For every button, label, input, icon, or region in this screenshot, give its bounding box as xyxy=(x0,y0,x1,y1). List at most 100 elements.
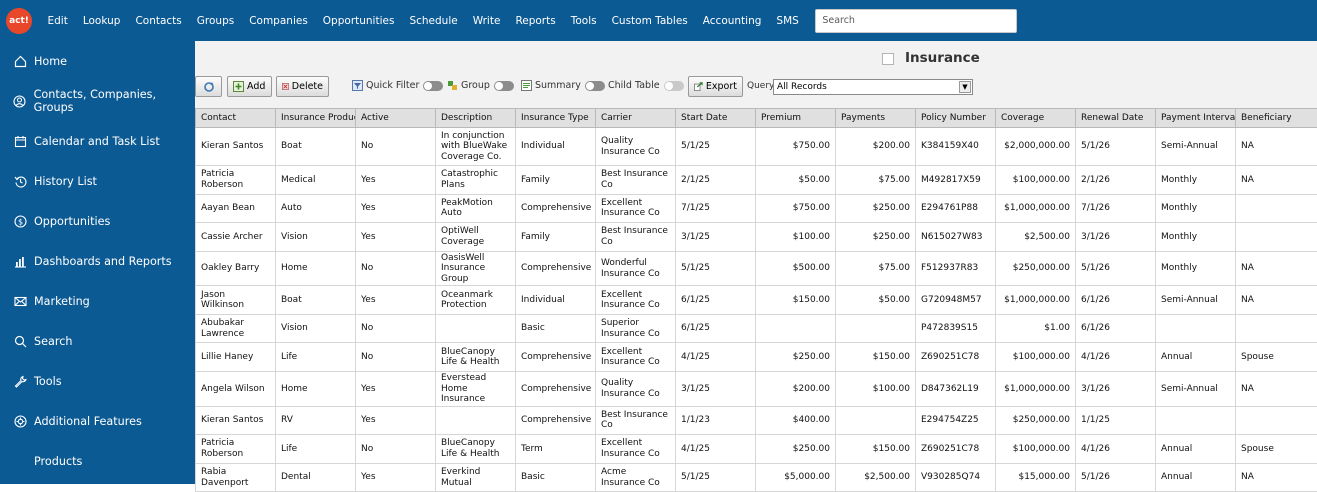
table-cell-carrier[interactable]: Quality Insurance Co xyxy=(596,372,676,407)
sidebar-item-tools[interactable]: Tools xyxy=(0,361,195,401)
delete-button[interactable]: Delete xyxy=(276,76,329,97)
table-cell-coverage[interactable]: $15,000.00 xyxy=(996,463,1076,492)
table-cell-coverage[interactable]: $100,000.00 xyxy=(996,343,1076,372)
table-cell-start-date[interactable]: 6/1/25 xyxy=(676,286,756,315)
table-cell-premium[interactable]: $750.00 xyxy=(756,194,836,223)
column-header-renewal-date[interactable]: Renewal Date xyxy=(1076,109,1156,128)
table-cell-insurance-type[interactable]: Comprehensive xyxy=(516,372,596,407)
sidebar-item-contacts-companies-groups[interactable]: Contacts, Companies, Groups xyxy=(0,81,195,121)
menu-item-sms[interactable]: SMS xyxy=(769,15,806,27)
table-cell-policy-number[interactable]: Z690251C78 xyxy=(916,435,996,464)
table-cell-active[interactable]: No xyxy=(356,128,436,166)
favorite-checkbox[interactable] xyxy=(882,53,894,65)
table-cell-insurance-product[interactable]: Boat xyxy=(276,128,356,166)
menu-item-write[interactable]: Write xyxy=(465,15,508,27)
table-cell-description[interactable]: Everstead Home Insurance xyxy=(436,372,516,407)
table-cell-carrier[interactable]: Excellent Insurance Co xyxy=(596,194,676,223)
table-cell-beneficiary[interactable]: NA xyxy=(1236,251,1317,286)
table-cell-beneficiary[interactable]: Spouse xyxy=(1236,343,1317,372)
table-cell-coverage[interactable]: $100,000.00 xyxy=(996,435,1076,464)
table-cell-insurance-type[interactable]: Family xyxy=(516,223,596,252)
table-cell-policy-number[interactable]: V930285Q74 xyxy=(916,463,996,492)
table-cell-payment-interval[interactable]: Semi-Annual xyxy=(1156,286,1236,315)
table-cell-start-date[interactable]: 2/1/25 xyxy=(676,166,756,195)
table-cell-contact[interactable]: Patricia Roberson xyxy=(196,166,276,195)
table-cell-carrier[interactable]: Best Insurance Co xyxy=(596,166,676,195)
table-cell-start-date[interactable]: 3/1/25 xyxy=(676,223,756,252)
table-cell-active[interactable]: No xyxy=(356,435,436,464)
quick-filter-switch[interactable] xyxy=(423,81,443,91)
table-cell-payment-interval[interactable]: Annual xyxy=(1156,435,1236,464)
menu-item-accounting[interactable]: Accounting xyxy=(695,15,769,27)
menu-item-companies[interactable]: Companies xyxy=(242,15,316,27)
column-header-active[interactable]: Active xyxy=(356,109,436,128)
query-select[interactable]: All Records ▼ xyxy=(773,79,973,95)
table-cell-insurance-product[interactable]: Boat xyxy=(276,286,356,315)
table-cell-payment-interval[interactable]: Semi-Annual xyxy=(1156,128,1236,166)
table-cell-payments[interactable]: $150.00 xyxy=(836,343,916,372)
table-cell-contact[interactable]: Patricia Roberson xyxy=(196,435,276,464)
table-cell-renewal-date[interactable]: 4/1/26 xyxy=(1076,435,1156,464)
table-cell-description[interactable]: Everkind Mutual xyxy=(436,463,516,492)
sidebar-item-dashboards-and-reports[interactable]: Dashboards and Reports xyxy=(0,241,195,281)
group-switch[interactable] xyxy=(494,81,514,91)
table-cell-insurance-type[interactable]: Term xyxy=(516,435,596,464)
table-cell-description[interactable]: Catastrophic Plans xyxy=(436,166,516,195)
table-cell-active[interactable]: Yes xyxy=(356,166,436,195)
sidebar-item-home[interactable]: Home xyxy=(0,41,195,81)
table-cell-carrier[interactable]: Best Insurance Co xyxy=(596,406,676,435)
table-cell-premium[interactable]: $500.00 xyxy=(756,251,836,286)
table-cell-description[interactable]: PeakMotion Auto xyxy=(436,194,516,223)
table-cell-coverage[interactable]: $1,000,000.00 xyxy=(996,286,1076,315)
table-cell-start-date[interactable]: 7/1/25 xyxy=(676,194,756,223)
table-cell-active[interactable]: Yes xyxy=(356,286,436,315)
table-cell-renewal-date[interactable]: 1/1/25 xyxy=(1076,406,1156,435)
table-cell-premium[interactable]: $200.00 xyxy=(756,372,836,407)
column-header-contact[interactable]: Contact xyxy=(196,109,276,128)
table-cell-payments[interactable]: $75.00 xyxy=(836,166,916,195)
table-cell-insurance-type[interactable]: Comprehensive xyxy=(516,343,596,372)
table-cell-payments[interactable]: $250.00 xyxy=(836,194,916,223)
column-header-payments[interactable]: Payments xyxy=(836,109,916,128)
table-cell-insurance-type[interactable]: Comprehensive xyxy=(516,406,596,435)
child-table-toggle[interactable]: Child Table xyxy=(608,80,684,91)
menu-item-lookup[interactable]: Lookup xyxy=(75,15,128,27)
table-cell-active[interactable]: Yes xyxy=(356,406,436,435)
table-cell-payments[interactable]: $2,500.00 xyxy=(836,463,916,492)
table-cell-active[interactable]: Yes xyxy=(356,194,436,223)
table-cell-start-date[interactable]: 3/1/25 xyxy=(676,372,756,407)
table-cell-insurance-type[interactable]: Individual xyxy=(516,286,596,315)
table-cell-start-date[interactable]: 6/1/25 xyxy=(676,314,756,343)
menu-item-groups[interactable]: Groups xyxy=(189,15,241,27)
column-header-description[interactable]: Description xyxy=(436,109,516,128)
table-cell-start-date[interactable]: 5/1/25 xyxy=(676,251,756,286)
table-cell-coverage[interactable]: $1,000,000.00 xyxy=(996,194,1076,223)
table-cell-contact[interactable]: Rabia Davenport xyxy=(196,463,276,492)
table-cell-contact[interactable]: Oakley Barry xyxy=(196,251,276,286)
table-cell-insurance-product[interactable]: Home xyxy=(276,372,356,407)
column-header-payment-interval[interactable]: Payment Interval xyxy=(1156,109,1236,128)
table-cell-policy-number[interactable]: D847362L19 xyxy=(916,372,996,407)
table-cell-premium[interactable]: $150.00 xyxy=(756,286,836,315)
sidebar-item-marketing[interactable]: Marketing xyxy=(0,281,195,321)
table-cell-payments[interactable]: $250.00 xyxy=(836,223,916,252)
table-cell-coverage[interactable]: $1,000,000.00 xyxy=(996,372,1076,407)
table-cell-renewal-date[interactable]: 6/1/26 xyxy=(1076,286,1156,315)
table-cell-carrier[interactable]: Superior Insurance Co xyxy=(596,314,676,343)
table-cell-beneficiary[interactable] xyxy=(1236,406,1317,435)
table-cell-beneficiary[interactable]: NA xyxy=(1236,463,1317,492)
table-cell-payments[interactable]: $100.00 xyxy=(836,372,916,407)
table-cell-active[interactable]: No xyxy=(356,251,436,286)
table-cell-active[interactable]: No xyxy=(356,343,436,372)
table-cell-renewal-date[interactable]: 5/1/26 xyxy=(1076,251,1156,286)
table-cell-policy-number[interactable]: G720948M57 xyxy=(916,286,996,315)
menu-item-opportunities[interactable]: Opportunities xyxy=(315,15,402,27)
table-cell-insurance-type[interactable]: Comprehensive xyxy=(516,194,596,223)
